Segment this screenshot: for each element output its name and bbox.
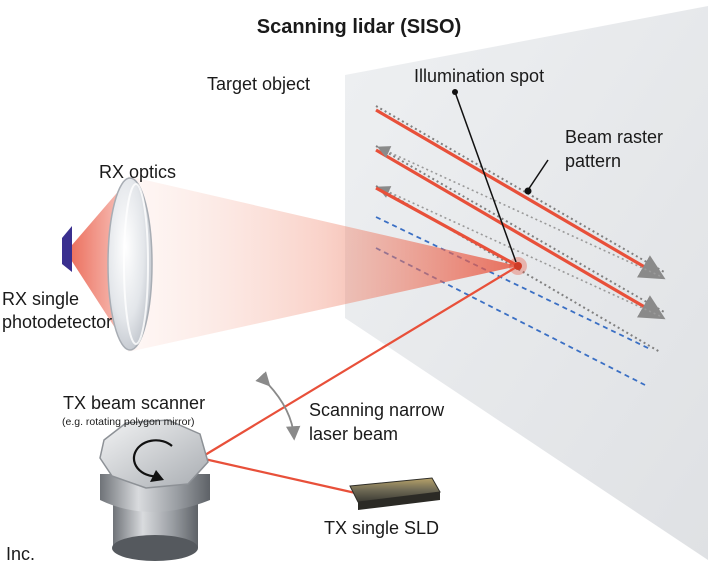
rx-photodetector-label-line1: RX single: [2, 289, 80, 309]
illumination-spot: [514, 262, 522, 270]
scan-angle-arrow: [255, 371, 301, 441]
illumination-spot-label: Illumination spot: [414, 66, 545, 86]
scanning-beam-label-line1: Scanning narrow: [309, 400, 445, 420]
target-object-label: Target object: [207, 74, 311, 94]
raster-leader: [527, 159, 549, 191]
credit-text: Inc.: [6, 544, 36, 564]
scanning-beam-label-line2: laser beam: [309, 424, 399, 444]
beam-raster-pattern: [375, 105, 666, 386]
tx-sld: [349, 477, 441, 510]
rx-photodetector-label-line2: photodetector: [2, 312, 113, 332]
rx-optics-label: RX optics: [99, 162, 177, 182]
tx-beam-scanner: [99, 419, 210, 561]
tx-beam-to-target: [199, 265, 519, 459]
diagram-title: Scanning lidar (SISO): [256, 16, 462, 38]
beam-raster-label-line1: Beam raster: [565, 127, 664, 147]
beam-raster-label-line2: pattern: [565, 151, 622, 171]
tx-beam-scanner-note: (e.g. rotating polygon mirror): [62, 416, 195, 428]
return-light-cone: [128, 176, 518, 352]
tx-beam-scanner-label: TX beam scanner: [63, 393, 206, 413]
tx-sld-label: TX single SLD: [324, 518, 440, 538]
tx-beam-to-scanner: [199, 456, 361, 496]
rx-photodetector: [62, 226, 72, 272]
rx-optics-lens: [107, 177, 153, 351]
illumination-leader: [454, 91, 517, 263]
